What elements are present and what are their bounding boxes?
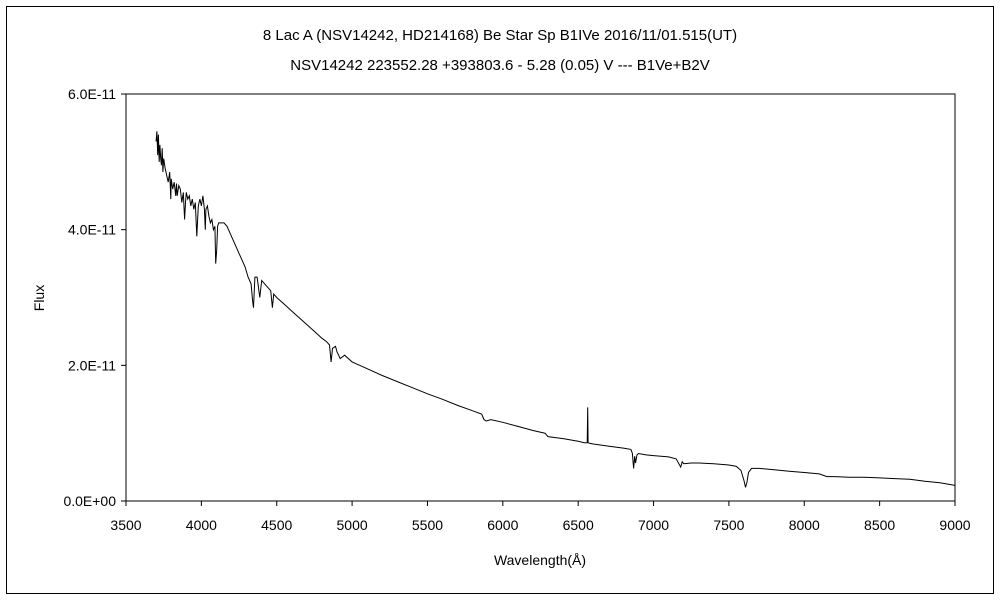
x-tick-label: 9000 (939, 517, 970, 533)
y-tick-label: 4.0E-11 (68, 222, 116, 238)
plot-area (125, 93, 956, 502)
x-tick-label: 6500 (563, 517, 594, 533)
x-tick-label: 4500 (261, 517, 292, 533)
chart-title: 8 Lac A (NSV14242, HD214168) Be Star Sp … (262, 27, 738, 44)
spectrum-line (155, 131, 956, 488)
x-tick-label: 5500 (412, 517, 443, 533)
x-tick-label: 4000 (186, 517, 217, 533)
y-tick-label: 0.0E+00 (63, 493, 116, 509)
x-axis-label: Wavelength(Å) (494, 552, 586, 568)
y-axis-label: Flux (31, 285, 47, 311)
x-tick-label: 8500 (864, 517, 895, 533)
chart-frame (6, 6, 994, 594)
y-tick-label: 2.0E-11 (68, 357, 116, 373)
y-tick-label: 6.0E-11 (68, 86, 116, 102)
x-tick-label: 6000 (487, 517, 518, 533)
chart-subtitle: NSV14242 223552.28 +393803.6 - 5.28 (0.0… (290, 57, 710, 74)
x-tick-label: 8000 (789, 517, 820, 533)
x-tick-label: 7500 (713, 517, 744, 533)
x-tick-label: 5000 (337, 517, 368, 533)
x-tick-label: 3500 (110, 517, 141, 533)
x-tick-label: 7000 (638, 517, 669, 533)
